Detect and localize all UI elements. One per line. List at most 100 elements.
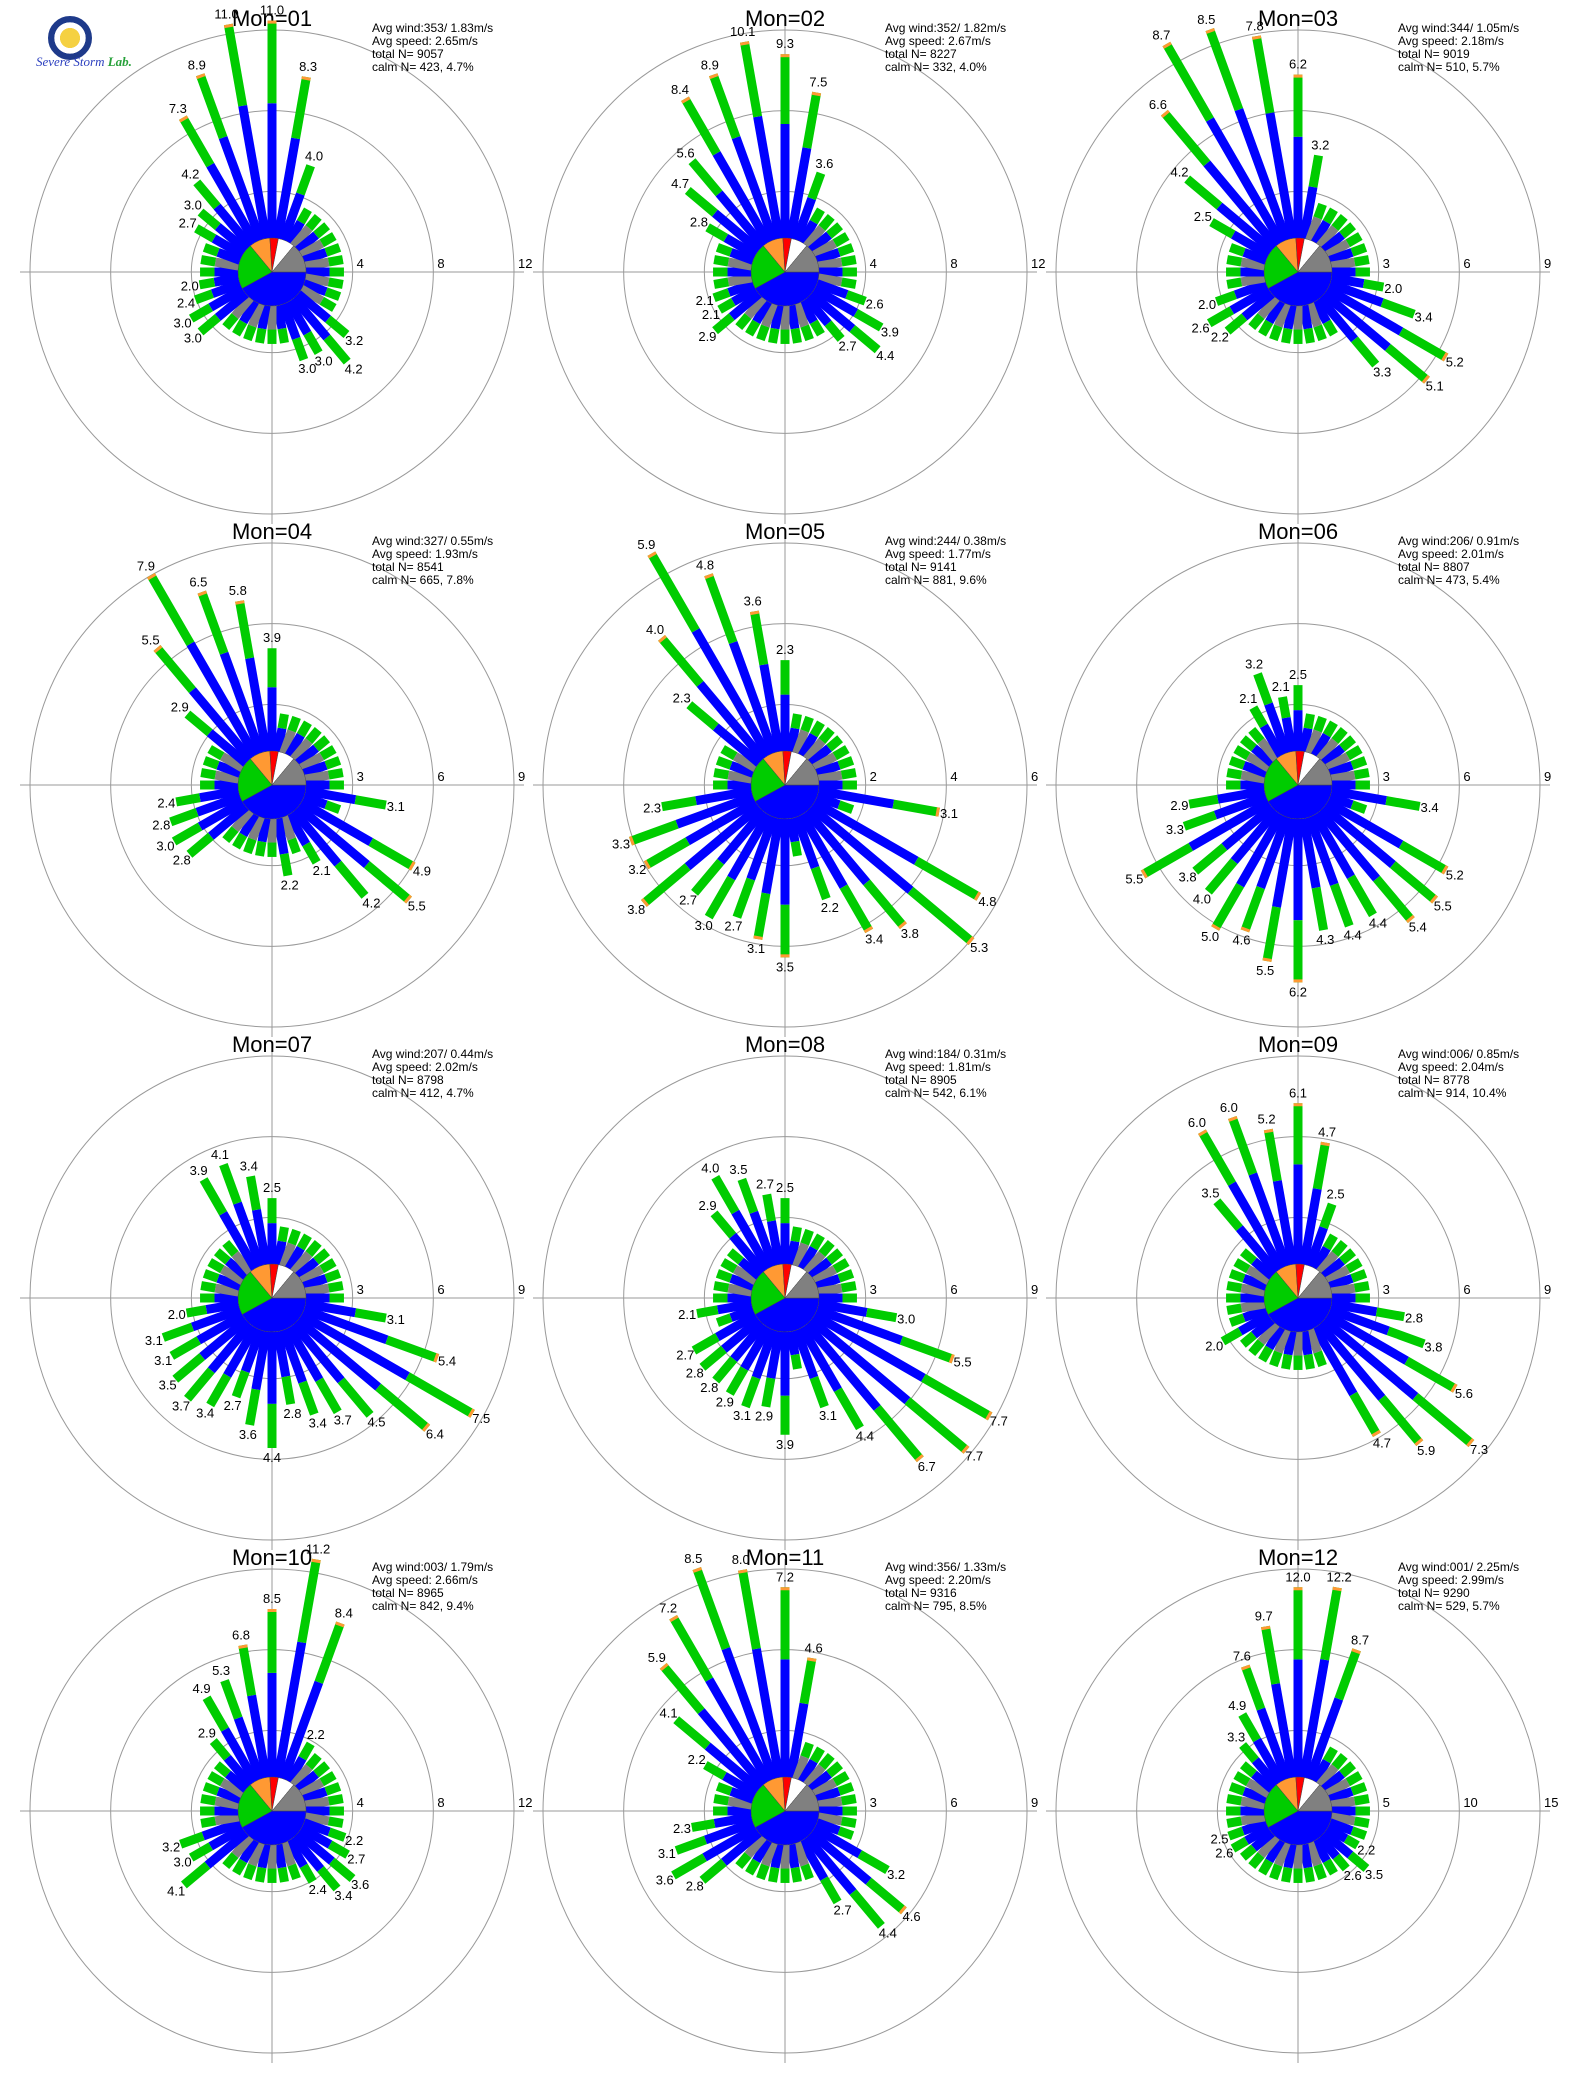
petal-outer	[243, 324, 257, 342]
petal-inner	[812, 798, 919, 865]
petal-outer	[735, 1852, 752, 1870]
petal-outer	[1278, 696, 1291, 719]
petal-inner	[1217, 786, 1266, 804]
petal-inner	[803, 808, 871, 886]
petal-outer	[837, 243, 855, 257]
calm-pie-slice	[1263, 1784, 1299, 1828]
petal-outer	[899, 1336, 955, 1364]
petal-outer	[1198, 1129, 1236, 1186]
petal-label: 4.8	[696, 557, 714, 572]
calm-pie-slice	[750, 1784, 786, 1828]
petal-label: 12.0	[1285, 1569, 1310, 1584]
petal-inner	[1311, 1758, 1331, 1784]
petal-inner	[302, 792, 328, 809]
ring-label: 10	[1463, 1795, 1477, 1810]
petal-outer	[1398, 327, 1449, 362]
petal-label: 3.0	[174, 316, 192, 331]
petal-inner	[1251, 1829, 1275, 1852]
petal-inner	[279, 302, 301, 341]
petal-outer	[243, 1863, 257, 1881]
petal-inner	[815, 1818, 841, 1835]
info-line: Avg speed: 2.18m/s	[1398, 34, 1504, 48]
petal-outer	[291, 76, 311, 140]
petal-outer	[1389, 861, 1438, 904]
petal-outer	[641, 863, 691, 907]
petal-label: 4.9	[193, 1681, 211, 1696]
petal-inner	[1240, 1299, 1266, 1313]
petal-inner	[798, 299, 818, 325]
info-line: Avg speed: 2.99m/s	[1398, 1573, 1504, 1587]
petal-label: 2.0	[1198, 297, 1216, 312]
petal-outer	[281, 1375, 296, 1405]
petal-outer	[327, 255, 344, 267]
petal-label: 6.0	[1188, 1115, 1206, 1130]
petal-outer	[1182, 810, 1217, 831]
petal-label: 2.8	[173, 853, 191, 868]
petal-inner	[697, 1708, 767, 1788]
petal-inner	[241, 1328, 265, 1373]
petal-inner	[729, 1787, 755, 1804]
petal-inner	[1274, 1841, 1291, 1867]
petal-outer	[305, 213, 322, 231]
petal-inner	[295, 1770, 319, 1793]
petal-tip	[1228, 1115, 1238, 1122]
ring-label: 9	[1544, 256, 1551, 271]
petal-inner	[1203, 160, 1280, 249]
petal-label: 7.7	[965, 1449, 983, 1464]
petal-outer	[1188, 794, 1219, 809]
petal-label: 3.4	[334, 1888, 352, 1903]
petal-inner	[803, 1321, 881, 1411]
petal-inner	[1328, 1787, 1354, 1804]
ring-label: 8	[437, 1795, 444, 1810]
petal-outer	[188, 303, 213, 323]
info-line: Avg speed: 1.93m/s	[372, 547, 478, 561]
petal-outer	[405, 1372, 475, 1418]
petal-label: 3.1	[658, 1846, 676, 1861]
petal-outer	[691, 858, 725, 896]
petal-label: 4.6	[805, 1640, 823, 1655]
petal-tip	[1414, 1437, 1424, 1447]
info-line: total N= 9141	[885, 560, 957, 574]
petal-outer	[325, 315, 350, 338]
calm-pie-slice	[754, 1297, 820, 1333]
petal-label: 6.8	[232, 1627, 250, 1642]
petal-outer	[287, 1863, 301, 1881]
petal-outer	[193, 289, 214, 305]
petal-outer	[691, 1818, 716, 1832]
petal-inner	[1283, 1843, 1297, 1869]
petal-label: 3.4	[196, 1406, 214, 1421]
petal-outer	[1378, 1394, 1424, 1447]
petal-outer	[710, 1210, 737, 1239]
petal-label: 3.4	[1421, 800, 1439, 815]
petal-inner	[721, 1829, 762, 1866]
petal-label: 2.9	[698, 329, 716, 344]
petal-inner	[1316, 738, 1339, 762]
petal-inner	[815, 1305, 903, 1345]
petal-inner	[746, 815, 778, 881]
chart-title: Mon=03	[1258, 6, 1338, 31]
petal-outer	[1386, 1326, 1426, 1349]
petal-label: 2.1	[678, 1307, 696, 1322]
petal-inner	[1316, 808, 1381, 882]
petal-outer	[147, 573, 195, 647]
petal-inner	[1305, 1697, 1344, 1781]
petal-outer	[324, 287, 342, 301]
petal-label: 5.5	[953, 1355, 971, 1370]
petal-outer	[1206, 306, 1235, 328]
petal-tip	[223, 23, 234, 29]
petal-inner	[285, 1325, 324, 1383]
petal-inner	[216, 761, 242, 778]
petal-inner	[285, 1755, 307, 1784]
ring-label: 4	[950, 769, 957, 784]
petal-label: 2.7	[834, 1903, 852, 1918]
petal-label: 11.0	[260, 3, 284, 18]
petal-tip	[898, 920, 907, 929]
petal-label: 6.4	[426, 1427, 444, 1442]
petal-inner	[1305, 1328, 1322, 1354]
petal-inner	[304, 786, 357, 805]
petal-outer	[1240, 886, 1265, 933]
petal-outer	[712, 1356, 738, 1384]
petal-inner	[223, 1325, 259, 1378]
